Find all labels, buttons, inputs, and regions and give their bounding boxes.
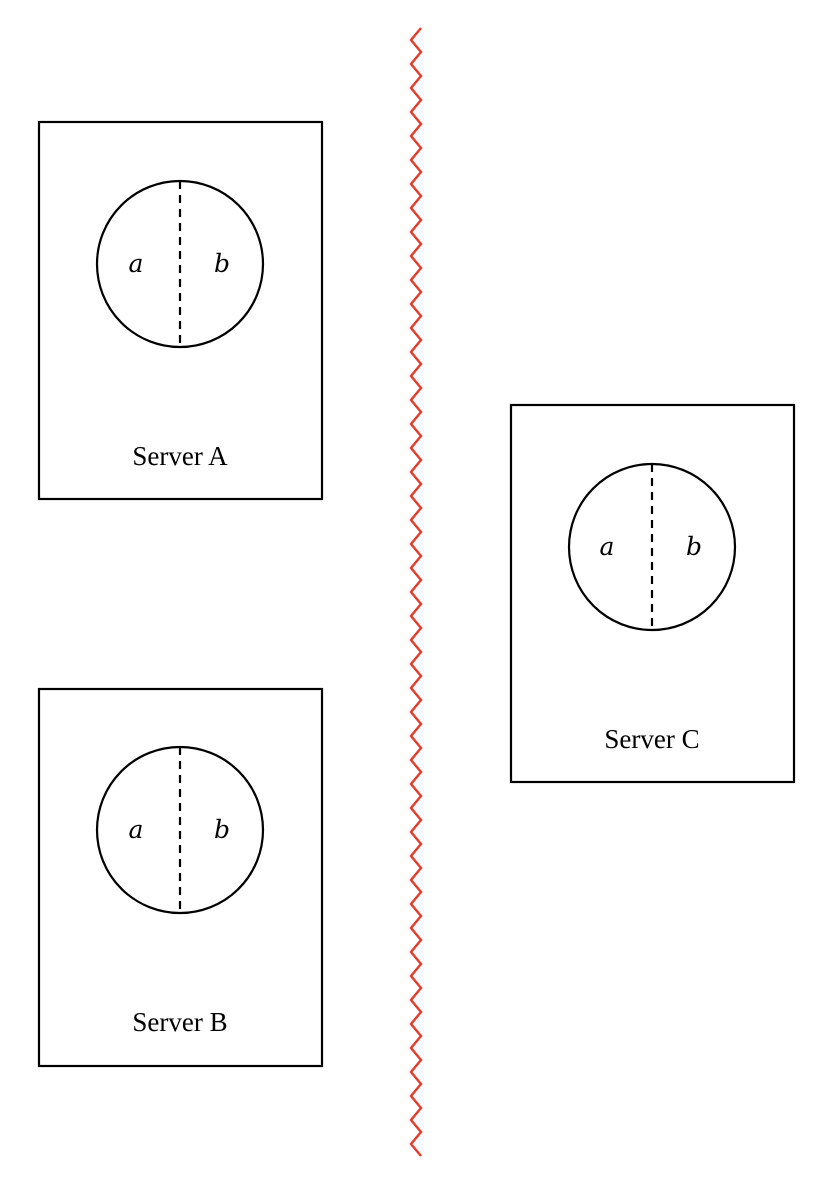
server-b-part-a-label: a (129, 815, 144, 844)
server-c-box (509, 403, 796, 784)
server-c: a b Server C (509, 403, 796, 784)
server-a-label: Server A (132, 441, 228, 471)
network-partition-zigzag (409, 27, 423, 1157)
server-c-part-a-label: a (600, 532, 615, 561)
server-b-box (37, 687, 324, 1068)
server-c-part-b-label: b (686, 532, 702, 561)
server-a-part-a-label: a (129, 249, 144, 278)
server-a-box (37, 120, 324, 501)
server-b-part-b-label: b (214, 815, 230, 844)
server-b-label: Server B (132, 1007, 227, 1037)
server-a: a b Server A (37, 120, 324, 501)
server-a-part-b-label: b (214, 249, 230, 278)
server-c-label: Server C (604, 724, 699, 754)
server-b: a b Server B (37, 687, 324, 1068)
